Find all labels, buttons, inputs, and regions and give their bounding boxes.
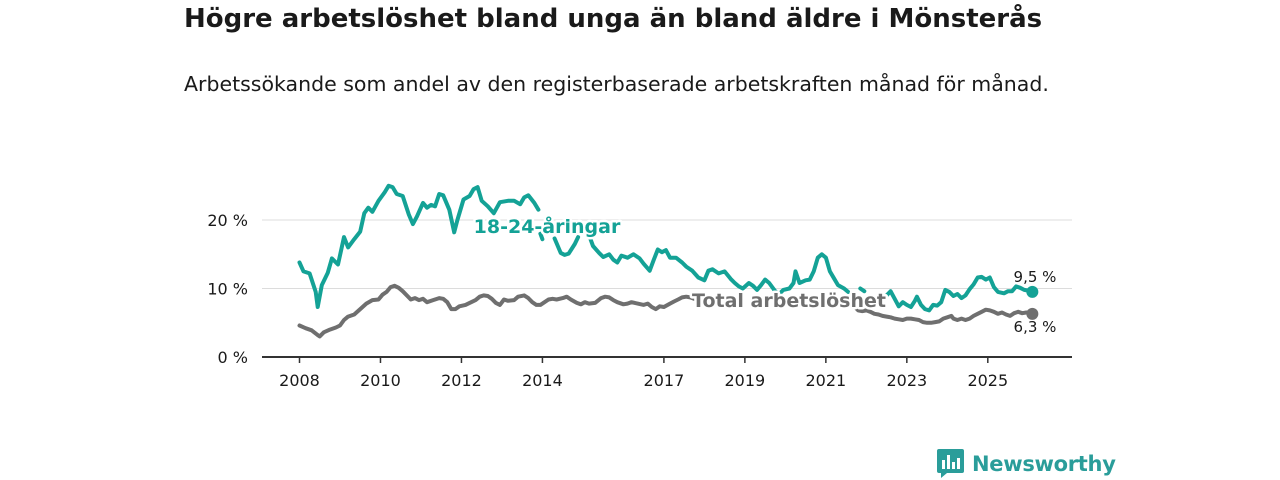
brand-name: Newsworthy bbox=[972, 451, 1116, 476]
youth-series-line bbox=[297, 183, 1035, 313]
series-label-youth: 18-24-åringar bbox=[474, 214, 621, 238]
x-tick-label: 2008 bbox=[279, 371, 320, 390]
brand-logo: Newsworthy bbox=[937, 449, 1116, 478]
y-tick-label: 20 % bbox=[207, 211, 248, 230]
x-tick-label: 2019 bbox=[725, 371, 766, 390]
chart-title: Högre arbetslöshet bland unga än bland ä… bbox=[184, 4, 1043, 34]
x-tick-label: 2021 bbox=[805, 371, 846, 390]
end-value-youth: 9,5 % bbox=[1014, 268, 1057, 286]
end-value-total: 6,3 % bbox=[1014, 318, 1057, 336]
series-labels: 18-24-åringar Total arbetslöshet 9,5 % 6… bbox=[471, 212, 1057, 337]
total-series-end-marker bbox=[1026, 307, 1039, 320]
x-tick-label: 2014 bbox=[522, 371, 563, 390]
x-tick-label: 2017 bbox=[644, 371, 685, 390]
chart-subtitle: Arbetssökande som andel av den registerb… bbox=[184, 72, 1049, 96]
total-series-line bbox=[297, 283, 1035, 339]
x-tick-label: 2010 bbox=[360, 371, 401, 390]
y-tick-label: 0 % bbox=[218, 348, 248, 367]
series-label-total: Total arbetslöshet bbox=[692, 290, 886, 312]
newsworthy-logo-icon bbox=[937, 449, 964, 478]
x-tick-label: 2023 bbox=[886, 371, 927, 390]
x-tick-label: 2012 bbox=[441, 371, 482, 390]
x-tick-label: 2025 bbox=[967, 371, 1008, 390]
youth-series-end-marker bbox=[1026, 285, 1039, 298]
line-chart: 0 % 10 % 20 % 2008 2010 2012 2014 2017 2019 2021 2… bbox=[207, 183, 1072, 390]
y-tick-label: 10 % bbox=[207, 280, 248, 299]
x-axis: 0 % 10 % 20 % 2008 2010 2012 2014 2017 2019 2021 2… bbox=[207, 211, 1072, 390]
series-lines bbox=[297, 183, 1039, 339]
